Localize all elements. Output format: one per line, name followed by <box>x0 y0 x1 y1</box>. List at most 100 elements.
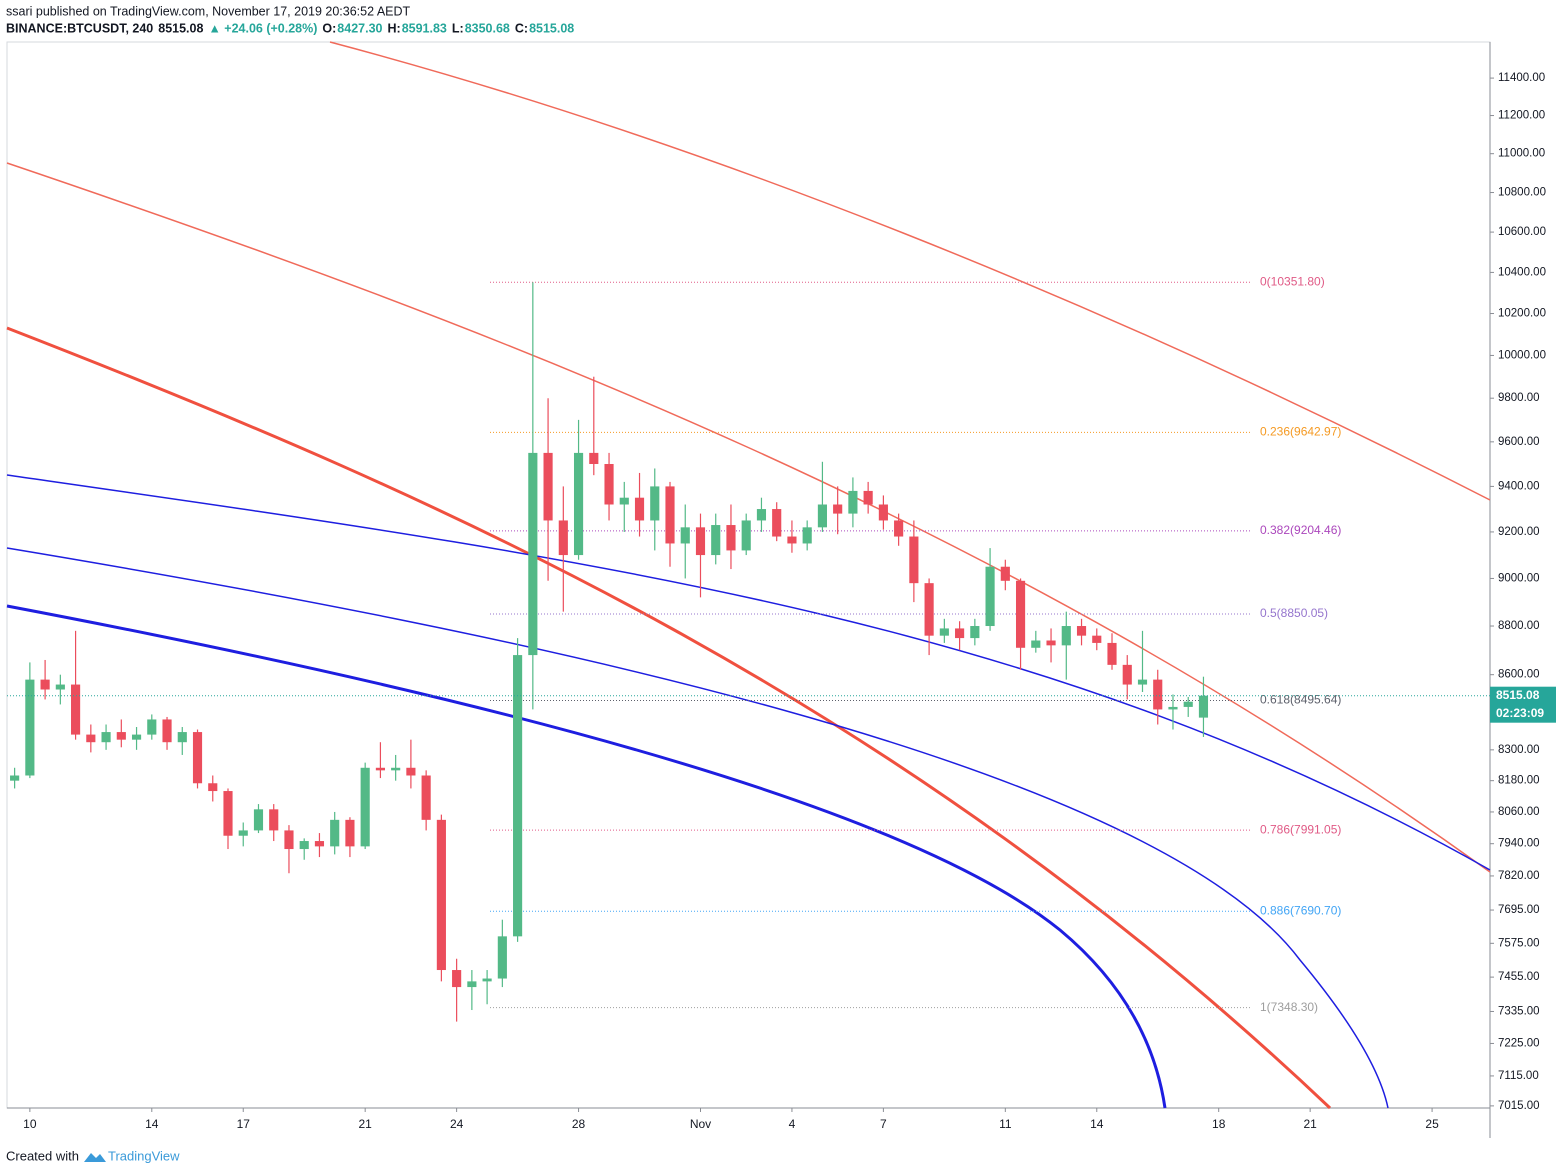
candle-body <box>360 767 370 847</box>
candle-body <box>726 525 736 551</box>
symbol-info: 8350.68 <box>465 21 510 35</box>
candle-body <box>71 684 81 735</box>
candle-body <box>208 783 218 792</box>
y-tick-label: 8300.00 <box>1498 744 1540 756</box>
fib-label: 1(7348.30) <box>1260 1000 1318 1014</box>
candle-body <box>543 452 553 521</box>
candle-body <box>878 504 888 521</box>
candle-body <box>1076 626 1087 636</box>
candle-body <box>1122 664 1132 685</box>
candle-body <box>1153 679 1163 710</box>
candle-body <box>939 628 949 636</box>
candle-body <box>436 819 446 971</box>
candle-body <box>40 679 50 690</box>
x-tick-label: 18 <box>1212 1117 1226 1131</box>
arc <box>6 162 1491 873</box>
candle-body <box>1061 626 1071 646</box>
candle-body <box>482 978 492 982</box>
symbol-info: 8515.08 <box>158 21 203 35</box>
candle-body <box>253 809 264 831</box>
candle-body <box>345 819 355 847</box>
candle-body <box>452 970 462 988</box>
y-tick-label: 8800.00 <box>1498 620 1540 632</box>
symbol-info: L: <box>452 21 464 35</box>
candle-body <box>1198 695 1209 718</box>
countdown: 02:23:09 <box>1496 706 1544 720</box>
candle-body <box>665 486 675 544</box>
candle-body <box>375 767 385 771</box>
y-tick-label: 9000.00 <box>1498 572 1540 584</box>
fib-label: 0.236(9642.97) <box>1260 425 1341 439</box>
candle-body <box>314 841 325 847</box>
candle-body <box>1000 566 1010 581</box>
y-tick-label: 7225.00 <box>1498 1037 1540 1049</box>
candle-body <box>817 504 827 528</box>
candle-body <box>634 497 645 521</box>
candle-body <box>650 486 660 521</box>
symbol-info: H: <box>387 21 400 35</box>
y-tick-label: 9600.00 <box>1498 436 1540 448</box>
candle-body <box>985 566 995 627</box>
y-tick-label: 7940.00 <box>1498 838 1540 850</box>
candle-body <box>1046 640 1056 646</box>
x-tick-label: 21 <box>358 1117 372 1131</box>
fib-label: 0.618(8495.64) <box>1260 693 1341 707</box>
symbol-info: BINANCE:BTCUSDT, 240 <box>6 21 153 35</box>
candle-body <box>25 679 35 776</box>
symbol-info: 8427.30 <box>337 21 382 35</box>
candle-body <box>421 775 431 820</box>
candle-body <box>55 684 65 690</box>
candle-body <box>772 509 782 537</box>
arc <box>6 474 1491 871</box>
symbol-info: O: <box>322 21 336 35</box>
y-tick-label: 9200.00 <box>1498 526 1540 538</box>
candle-body <box>116 732 126 740</box>
x-tick-label: 14 <box>1090 1117 1104 1131</box>
candle-body <box>909 536 919 584</box>
last-price-label: 8515.08 <box>1496 688 1540 702</box>
x-tick-label: 14 <box>145 1117 159 1131</box>
candle-body <box>10 775 20 781</box>
x-tick-label: 28 <box>572 1117 586 1131</box>
y-tick-label: 7115.00 <box>1498 1070 1539 1082</box>
candle-body <box>147 719 157 735</box>
candle-body <box>177 732 187 743</box>
candle-body <box>131 734 142 740</box>
candle-body <box>573 452 584 556</box>
logo <box>84 1153 106 1162</box>
x-tick-label: 4 <box>789 1117 796 1131</box>
candle-body <box>269 809 279 831</box>
candle-body <box>787 536 797 544</box>
candle-body <box>848 490 858 514</box>
x-tick-label: 21 <box>1303 1117 1317 1131</box>
arc <box>6 604 1167 1109</box>
candle-body <box>1183 701 1193 707</box>
candle-body <box>513 655 523 937</box>
symbol-info: 8591.83 <box>402 21 447 35</box>
candle-body <box>192 732 203 784</box>
symbol-info: 8515.08 <box>529 21 574 35</box>
footer: Created with TradingView <box>6 1148 180 1163</box>
symbol-info: ▲ +24.06 (+0.28%) <box>208 21 317 35</box>
candle-body <box>299 841 309 850</box>
y-tick-label: 8600.00 <box>1498 669 1540 681</box>
candle-body <box>756 509 767 521</box>
x-tick-label: 11 <box>999 1117 1012 1131</box>
y-tick-label: 7015.00 <box>1498 1100 1540 1112</box>
last-price-box <box>1490 686 1556 723</box>
symbol-info: C: <box>515 21 528 35</box>
y-tick-label: 10200.00 <box>1498 308 1546 320</box>
x-tick-label: 24 <box>450 1117 464 1131</box>
candle-body <box>238 830 248 836</box>
candle-body <box>406 767 416 776</box>
x-tick-label: Nov <box>690 1117 711 1131</box>
candle-body <box>1092 635 1102 643</box>
y-tick-label: 9800.00 <box>1498 392 1540 404</box>
candle-body <box>1107 642 1117 665</box>
candle-body <box>101 732 111 743</box>
chart-title: ssari published on TradingView.com, Nove… <box>6 4 411 18</box>
y-tick-label: 7335.00 <box>1498 1005 1540 1017</box>
y-tick-label: 7695.00 <box>1498 904 1540 916</box>
fib-label: 0.382(9204.46) <box>1260 523 1341 537</box>
fib-label: 0(10351.80) <box>1260 274 1325 288</box>
